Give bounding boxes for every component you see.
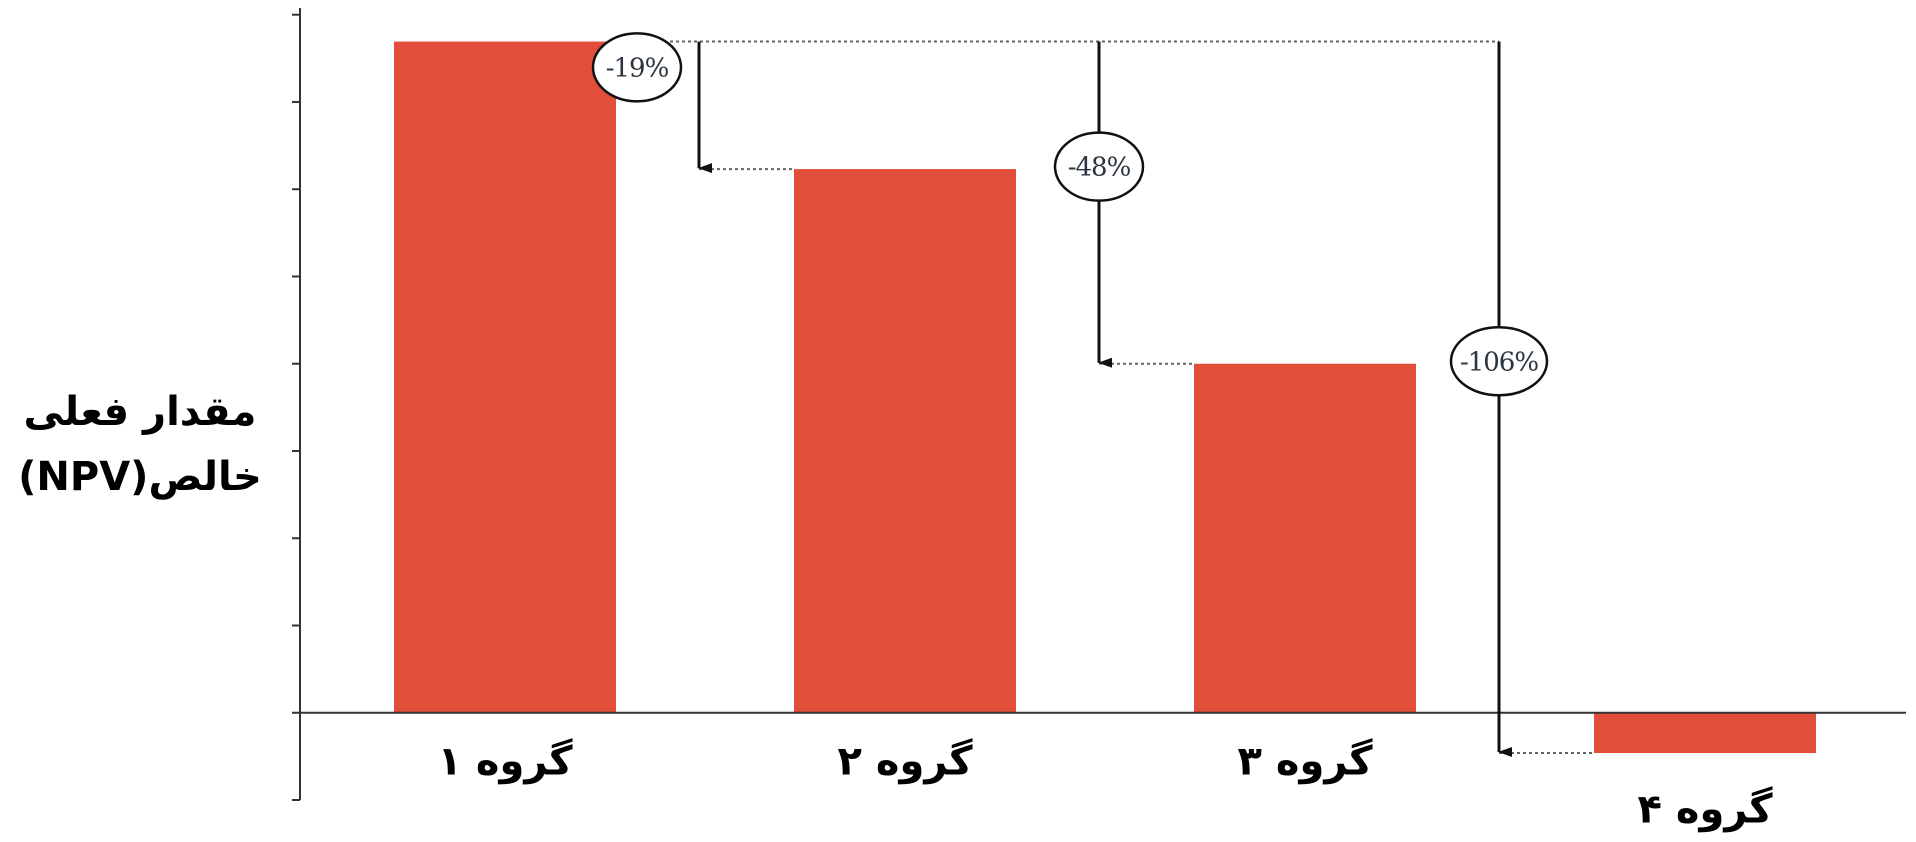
bars-layer <box>394 41 1816 754</box>
category-label: گروه ۳ <box>1238 738 1374 785</box>
axes-layer <box>292 8 1906 801</box>
percentage-label: -106% <box>1460 347 1538 377</box>
percentage-badge <box>1053 131 1145 202</box>
bar <box>1594 712 1816 754</box>
bar <box>794 169 1016 713</box>
bar <box>1194 363 1416 713</box>
reference-lines-layer <box>616 40 1594 755</box>
y-axis-label-line: خالص(NPV) <box>18 454 262 500</box>
category-label: گروه ۴ <box>1638 786 1774 833</box>
percentage-label: -48% <box>1068 153 1131 183</box>
category-label: گروه ۱ <box>438 738 574 785</box>
y-axis-label-line: مقدار فعلی <box>24 389 257 435</box>
percentage-label: -19% <box>606 53 669 83</box>
percentage-badge <box>1449 326 1549 397</box>
category-label: گروه ۲ <box>838 738 974 785</box>
labels-layer: گروه ۱ گروه ۲ گروه ۳ گروه ۴ مقدار فعلی خالص(N… <box>18 53 1773 832</box>
arrows-layer <box>591 32 1549 758</box>
bar <box>394 41 616 713</box>
percentage-badge <box>591 32 683 103</box>
